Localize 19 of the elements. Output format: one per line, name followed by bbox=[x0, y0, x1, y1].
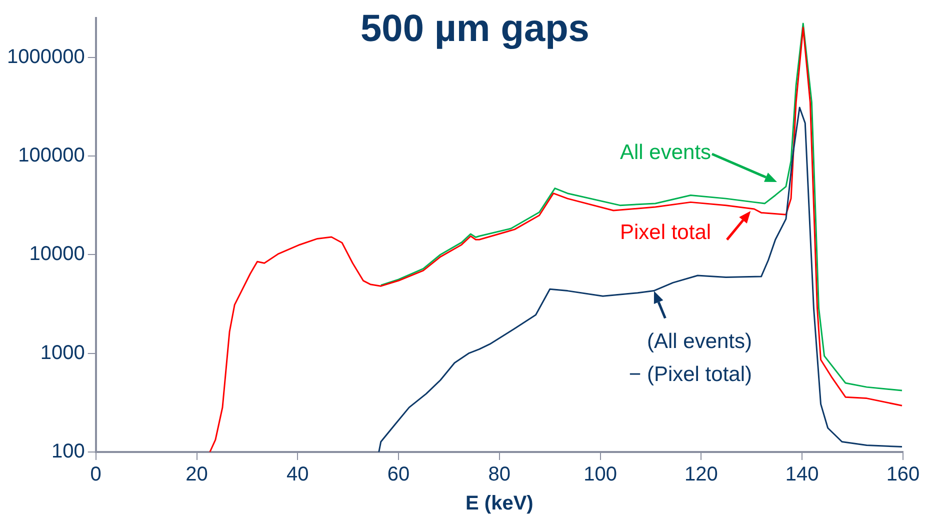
y-tick-label: 100000 bbox=[18, 144, 85, 166]
y-tick-label: 1000 bbox=[40, 342, 85, 364]
x-tick-label: 100 bbox=[584, 464, 618, 486]
x-tick-label: 120 bbox=[684, 464, 718, 486]
chart-title: 500 µm gaps bbox=[360, 8, 590, 51]
x-tick-label: 60 bbox=[387, 464, 410, 486]
x-tick-label: 0 bbox=[90, 464, 102, 486]
x-axis-title: E (keV) bbox=[466, 492, 534, 515]
x-tick-label: 20 bbox=[186, 464, 208, 486]
y-tick-label: 1000000 bbox=[6, 46, 85, 68]
x-tick-label: 140 bbox=[785, 464, 819, 486]
x-tick-label: 40 bbox=[286, 464, 309, 486]
annotation: All events bbox=[620, 140, 712, 164]
annotation: Pixel total bbox=[620, 220, 712, 244]
annotation: (All events) − (Pixel total) bbox=[628, 330, 752, 386]
x-tick-label: 80 bbox=[488, 464, 511, 486]
y-tick-label: 10000 bbox=[29, 243, 85, 266]
x-tick-label: 160 bbox=[886, 464, 920, 486]
y-tick-label: 100 bbox=[51, 440, 85, 463]
